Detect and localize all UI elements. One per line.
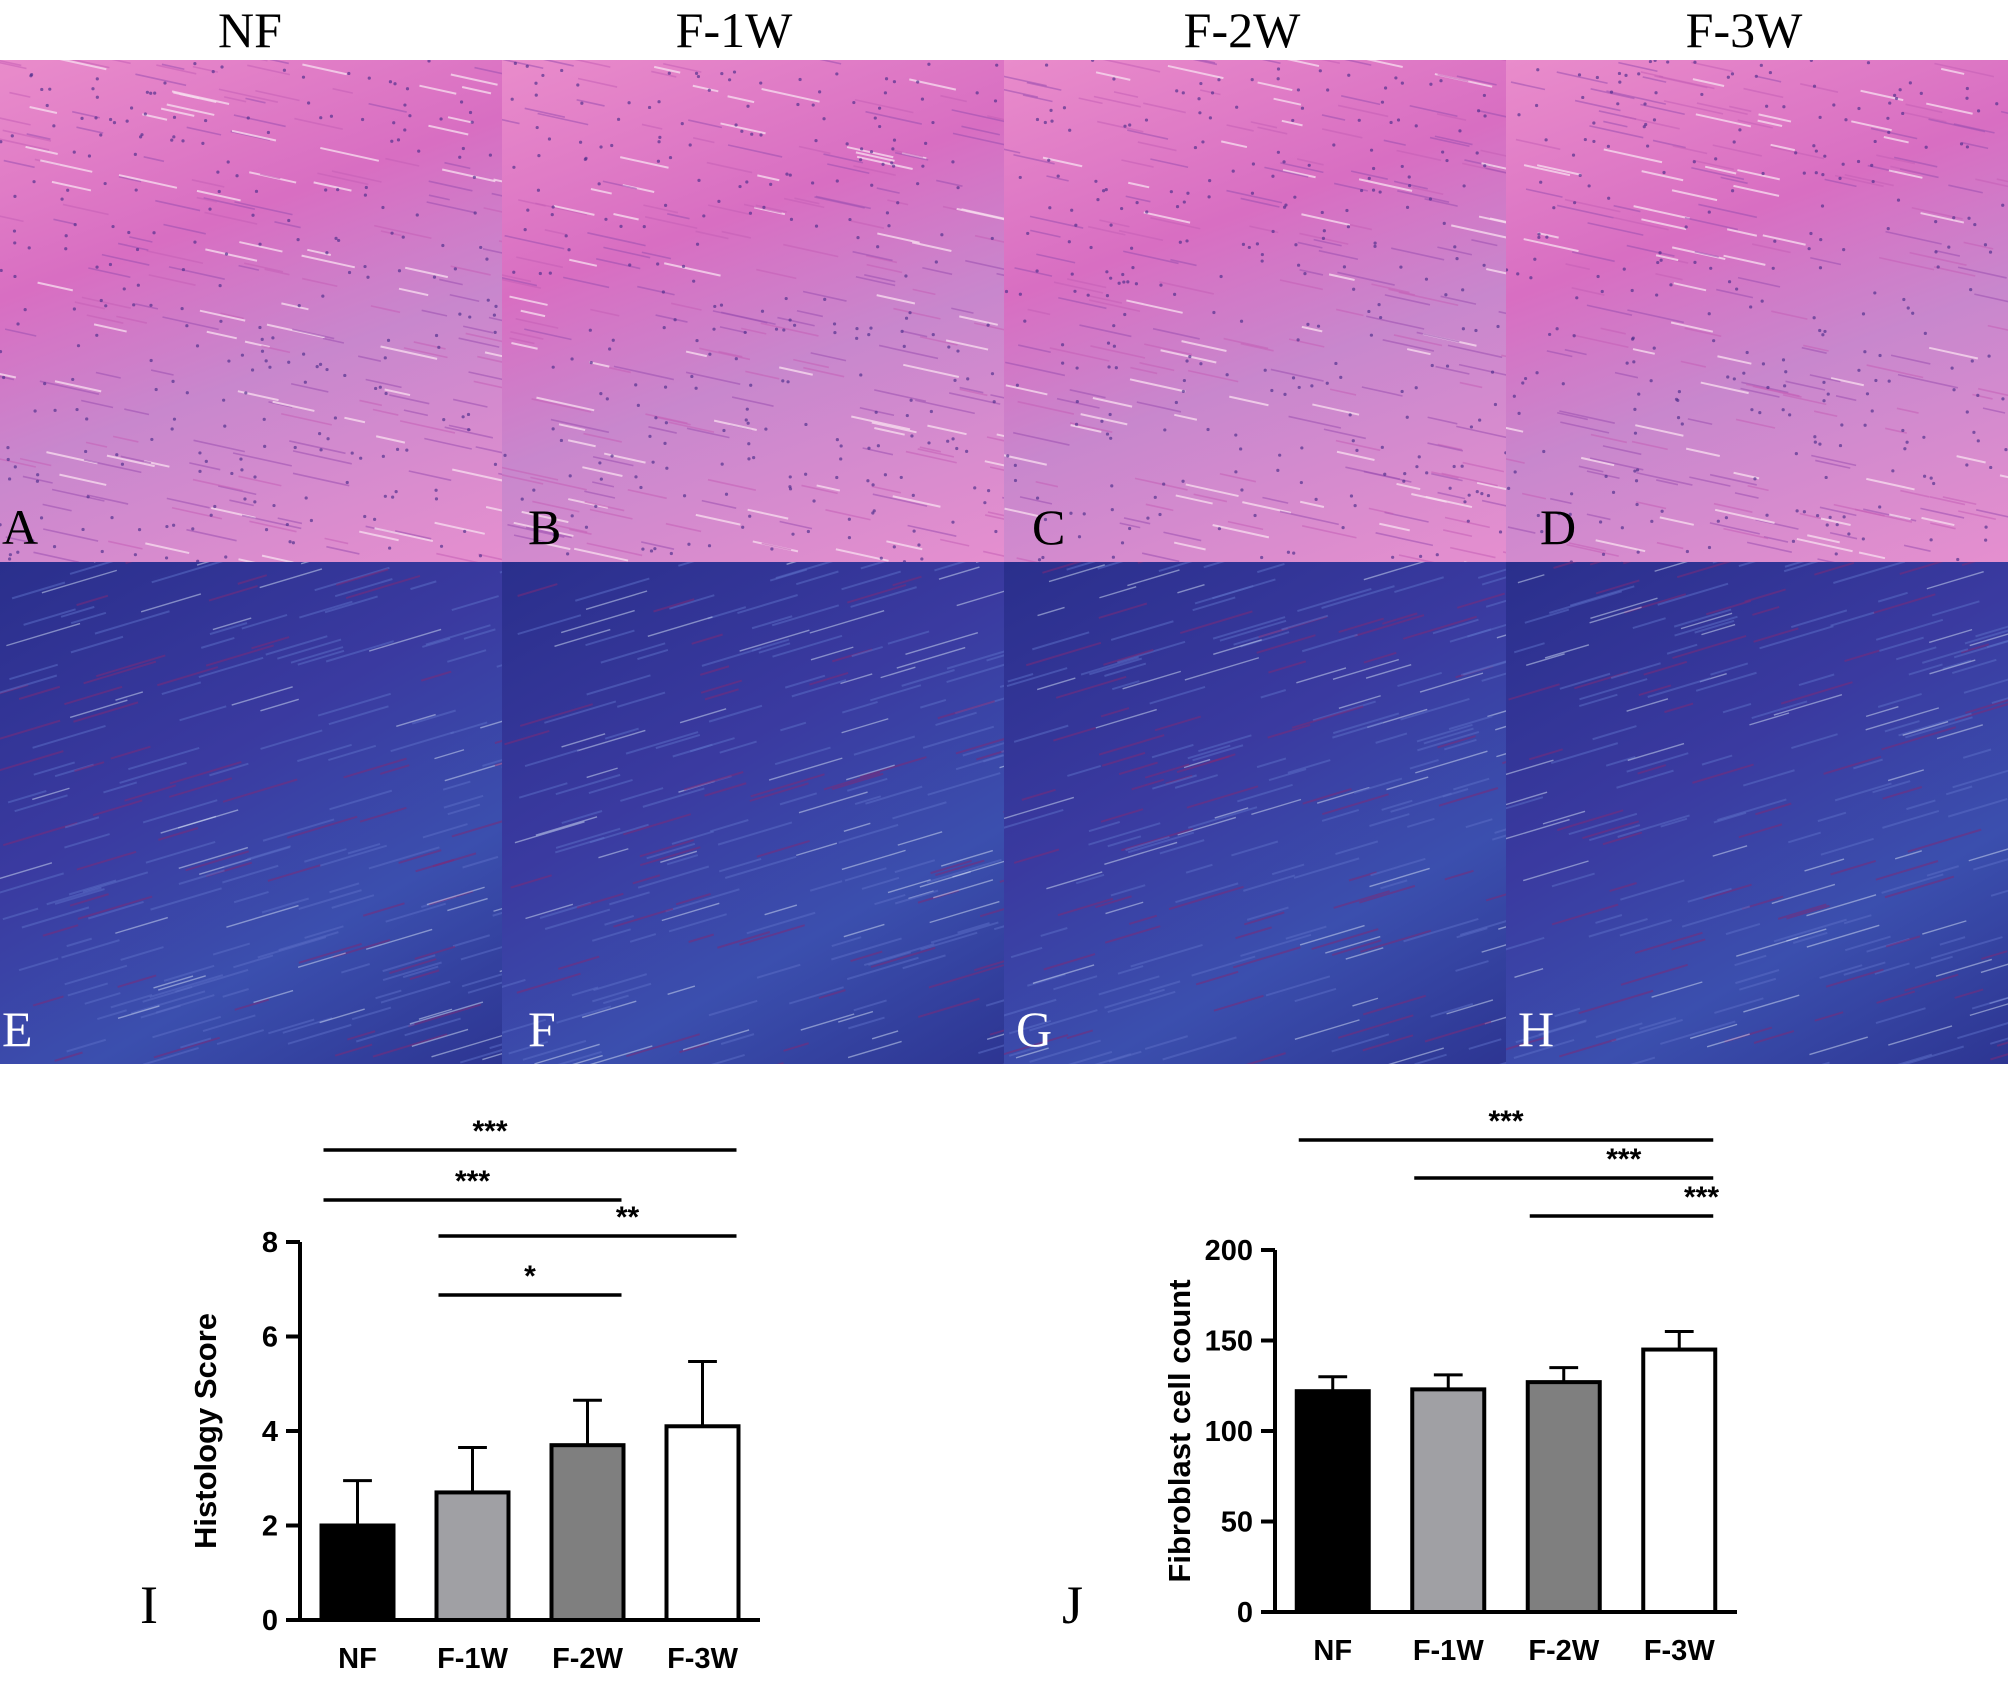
x-tick-label: F-3W — [667, 1643, 739, 1675]
x-tick-label: F-2W — [552, 1643, 624, 1675]
y-tick-label: 0 — [1237, 1597, 1253, 1629]
column-title-f3w: F-3W — [1685, 2, 1803, 58]
bar-f2w — [1525, 1380, 1602, 1614]
bar-f1w — [1410, 1387, 1487, 1614]
panel-letter-c: C — [1032, 499, 1066, 555]
y-tick-label: 4 — [262, 1416, 278, 1448]
bar-nf — [1294, 1389, 1371, 1614]
he-tissue-texture — [0, 60, 502, 562]
significance-stars: * — [524, 1260, 536, 1293]
bar-f3w — [664, 1424, 741, 1622]
significance-stars: ** — [616, 1201, 640, 1234]
y-axis-label: Fibroblast cell count — [1162, 1279, 1197, 1582]
he-tissue-texture — [1004, 60, 1506, 562]
y-tick-label: 0 — [262, 1605, 278, 1637]
mt-panel-f: F — [502, 562, 1004, 1064]
he-panel-b: B — [502, 60, 1004, 562]
panel-letter-j: J — [1062, 1575, 1084, 1635]
mt-tissue-texture — [502, 562, 1004, 1064]
y-tick-label: 100 — [1205, 1416, 1253, 1448]
column-title-nf: NF — [218, 2, 282, 58]
bar-f1w — [434, 1490, 511, 1622]
panel-letter-a: A — [2, 499, 39, 555]
significance-stars: *** — [455, 1165, 490, 1198]
y-tick-label: 8 — [262, 1227, 278, 1259]
y-tick-label: 50 — [1221, 1507, 1253, 1539]
panel-letter-b: B — [528, 499, 562, 555]
mt-tissue-texture — [0, 562, 502, 1064]
bar-nf — [319, 1523, 396, 1622]
x-tick-label: NF — [1313, 1635, 1352, 1667]
x-tick-label: F-1W — [437, 1643, 509, 1675]
column-title-f1w: F-1W — [675, 2, 793, 58]
bar-f3w — [1641, 1347, 1718, 1615]
y-axis-label: Histology Score — [188, 1313, 223, 1549]
mt-panel-e: E — [0, 562, 502, 1064]
panel-letter-e: E — [2, 1001, 33, 1057]
y-tick-label: 150 — [1205, 1326, 1253, 1358]
he-panel-a: A — [0, 60, 502, 562]
mt-tissue-texture — [1506, 562, 2008, 1064]
panel-letter-d: D — [1540, 499, 1577, 555]
mt-tissue-texture — [1004, 562, 1506, 1064]
bar-f2w — [549, 1443, 626, 1622]
he-tissue-texture — [1506, 60, 2008, 562]
he-panel-d: D — [1506, 60, 2008, 562]
x-tick-label: F-2W — [1528, 1635, 1600, 1667]
he-tissue-texture — [502, 60, 1004, 562]
mt-panel-g: G — [1004, 562, 1506, 1064]
significance-stars: *** — [1606, 1143, 1641, 1176]
significance-stars: *** — [1488, 1105, 1523, 1138]
x-tick-label: NF — [338, 1643, 377, 1675]
y-tick-label: 2 — [262, 1511, 278, 1543]
panel-letter-f: F — [528, 1001, 556, 1057]
y-tick-label: 6 — [262, 1322, 278, 1354]
y-tick-label: 200 — [1205, 1235, 1253, 1267]
panel-letter-h: H — [1518, 1001, 1555, 1057]
he-panel-c: C — [1004, 60, 1506, 562]
significance-stars: *** — [472, 1115, 507, 1148]
x-tick-label: F-1W — [1413, 1635, 1485, 1667]
significance-stars: *** — [1684, 1181, 1719, 1214]
panel-letter-g: G — [1016, 1001, 1053, 1057]
panel-letter-i: I — [140, 1575, 158, 1635]
column-title-f2w: F-2W — [1183, 2, 1301, 58]
x-tick-label: F-3W — [1644, 1635, 1716, 1667]
mt-panel-h: H — [1506, 562, 2008, 1064]
